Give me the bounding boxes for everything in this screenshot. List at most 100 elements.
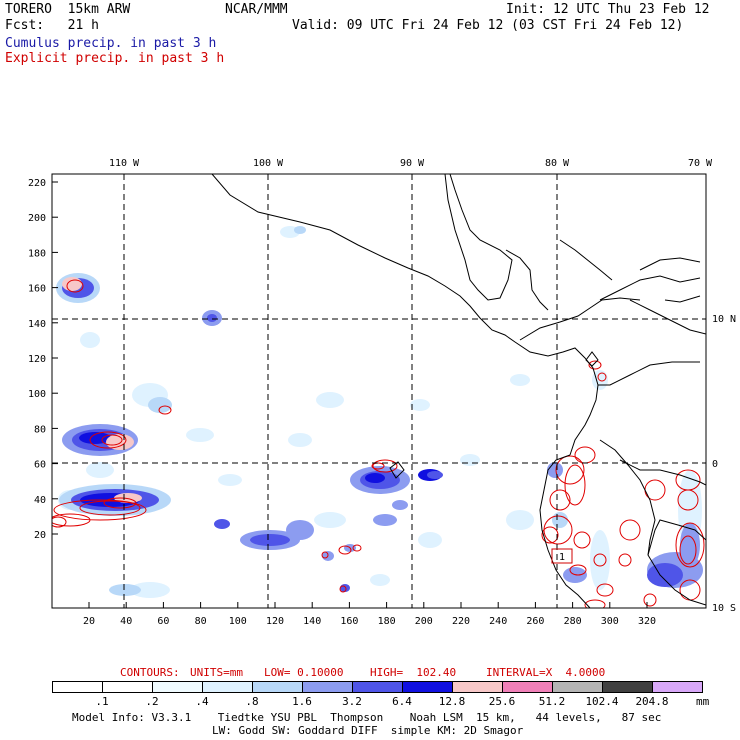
precip-blob [552, 512, 568, 528]
lon-label: 110 W [109, 158, 140, 169]
legend-swatch [402, 681, 453, 693]
valid-time: Valid: 09 UTC Fri 24 Feb 12 (03 CST Fri … [292, 18, 684, 33]
precip-blob [647, 563, 683, 587]
precip-contour [549, 489, 571, 511]
precip-contour [338, 545, 352, 555]
contour-title: CONTOURS: [120, 666, 180, 679]
x-tick-label: 60 [157, 616, 169, 627]
lat-label: 10 N [712, 314, 736, 325]
precip-blob [392, 500, 408, 510]
x-tick-label: 280 [564, 616, 582, 627]
y-tick-label: 60 [34, 460, 46, 471]
x-tick-label: 100 [229, 616, 247, 627]
legend-swatch [202, 681, 253, 693]
precip-blob [547, 462, 563, 478]
precip-contour [89, 431, 127, 449]
explicit-field-label: Explicit precip. in past 3 h [5, 51, 225, 66]
coastline [647, 519, 706, 556]
footer-model-info: Model Info: V3.3.1 Tiedtke YSU PBL Thomp… [72, 711, 662, 724]
legend-label: 12.8 [438, 695, 466, 708]
coastline [444, 174, 513, 301]
legend-swatch [152, 681, 203, 693]
y-tick-label: 100 [28, 389, 46, 400]
x-tick-label: 80 [195, 616, 207, 627]
light-precip [460, 454, 480, 466]
y-tick-label: 120 [28, 354, 46, 365]
precip-blob [114, 493, 142, 503]
x-tick-label: 220 [452, 616, 470, 627]
y-tick-label: 180 [28, 248, 46, 259]
y-tick-label: 200 [28, 213, 46, 224]
light-precip [288, 433, 312, 447]
coastline [664, 295, 701, 303]
legend-label: .4 [195, 695, 209, 708]
coastline [639, 257, 701, 271]
precip-contour [52, 516, 67, 528]
precip-contour [564, 464, 586, 506]
legend-swatch [502, 681, 553, 693]
contour-units: UNITS=mm [190, 666, 243, 679]
legend-label: 25.6 [488, 695, 516, 708]
precip-blob [148, 397, 172, 413]
legend-swatch [452, 681, 503, 693]
x-tick-label: 120 [266, 616, 284, 627]
precip-contour [569, 564, 587, 576]
legend-swatch [602, 681, 653, 693]
precip-contour [643, 593, 657, 607]
legend-label: .8 [245, 695, 259, 708]
precip-contour [675, 522, 705, 568]
legend-label: 3.2 [342, 695, 362, 708]
light-precip [80, 332, 100, 348]
legend-label: .2 [145, 695, 159, 708]
x-tick-label: 200 [415, 616, 433, 627]
precip-blob [294, 226, 306, 234]
domain-box [551, 548, 573, 564]
legend-swatch [102, 681, 153, 693]
cumulus-field-label: Cumulus precip. in past 3 h [5, 36, 217, 51]
legend-label: 1.6 [292, 695, 312, 708]
lat-labels: 10 N 0 10 S [712, 314, 736, 614]
lon-labels: 110 W 100 W 90 W 80 W 70 W [109, 158, 713, 169]
x-tick-label: 320 [638, 616, 656, 627]
light-precip [418, 532, 442, 548]
coastline [505, 249, 549, 311]
precip-contour [103, 497, 137, 509]
precip-contour [101, 434, 123, 446]
light-precip [130, 582, 170, 598]
y-tick-label: 40 [34, 495, 46, 506]
coastline [598, 361, 700, 386]
y-tick-label: 140 [28, 319, 46, 330]
init-time: Init: 12 UTC Thu 23 Feb 12 [506, 2, 710, 17]
contour-interval: INTERVAL=X 4.0000 [486, 666, 606, 679]
x-tick-label: 300 [601, 616, 619, 627]
light-precip [370, 574, 390, 586]
precip-contour [52, 513, 91, 527]
coastline [629, 299, 706, 335]
x-tick-label: 160 [340, 616, 358, 627]
precip-contour [372, 459, 398, 473]
coastline [211, 174, 599, 456]
precip-blob [106, 434, 134, 450]
precip-contour [593, 553, 607, 567]
legend-swatch [302, 681, 353, 693]
light-precip [410, 399, 430, 411]
precip-contour [321, 551, 329, 559]
precip-blob [214, 519, 230, 529]
contour-low: LOW= 0.10000 [264, 666, 344, 679]
y-tick-label: 80 [34, 424, 46, 435]
precip-fields: 1 [52, 174, 706, 608]
precip-contour [677, 489, 699, 511]
lat-label: 0 [712, 459, 718, 470]
precip-contour [555, 455, 585, 485]
light-precip [186, 428, 214, 442]
precip-contour [66, 279, 84, 293]
precip-blob [373, 514, 397, 526]
precip-blob [427, 471, 443, 479]
precip-blob [207, 314, 217, 322]
legend-label: 204.8 [635, 695, 669, 708]
precip-contour [158, 405, 172, 415]
precip-contour [679, 535, 697, 565]
x-tick-label: 180 [378, 616, 396, 627]
precip-blob [62, 277, 82, 291]
